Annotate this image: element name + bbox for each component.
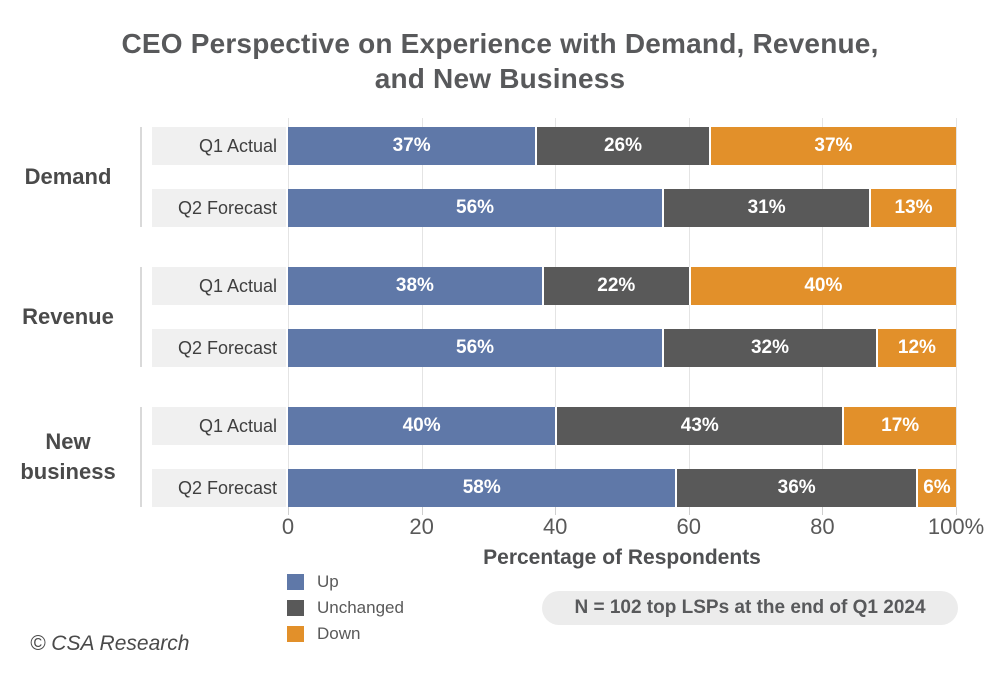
bar-segment-up: 56% — [288, 329, 663, 367]
legend-item: Up — [287, 569, 404, 595]
legend-swatch-up — [287, 574, 304, 590]
stacked-bar: 38% 22% 40% — [288, 267, 956, 305]
bar-segment-down: 13% — [869, 189, 956, 227]
chart-title-line1: CEO Perspective on Experience with Deman… — [121, 28, 879, 59]
bar-segment-unchanged: 32% — [662, 329, 876, 367]
stacked-bar: 56% 31% 13% — [288, 189, 956, 227]
stacked-bar: 56% 32% 12% — [288, 329, 956, 367]
x-gridline — [956, 118, 957, 507]
legend-swatch-unchanged — [287, 600, 304, 616]
x-gridline — [288, 118, 289, 507]
group-label: Demand — [24, 164, 112, 189]
legend-item: Unchanged — [287, 595, 404, 621]
group-label: Revenue — [22, 304, 114, 329]
x-tick-label: 60 — [676, 514, 702, 539]
value-label: 32% — [750, 337, 789, 358]
bar-segment-unchanged: 22% — [541, 267, 689, 305]
value-label: 31% — [747, 197, 786, 218]
x-tick — [555, 507, 557, 515]
group-separator-line — [140, 127, 142, 227]
legend: Up Unchanged Down — [287, 569, 404, 647]
value-label: 36% — [777, 477, 816, 498]
group-label: New business — [20, 429, 116, 484]
value-label: 26% — [603, 135, 642, 156]
x-gridline — [555, 118, 557, 507]
value-label: 37% — [392, 135, 431, 156]
value-label: 56% — [456, 337, 495, 358]
row-label: Q1 Actual — [152, 407, 286, 445]
legend-swatch-down — [287, 626, 304, 642]
stacked-bar: 37% 26% 37% — [288, 127, 956, 165]
bar-segment-down: 37% — [708, 127, 956, 165]
stacked-bar: 58% 36% 6% — [288, 469, 956, 507]
legend-item: Down — [287, 621, 404, 647]
bar-segment-unchanged: 26% — [535, 127, 709, 165]
legend-label: Unchanged — [317, 598, 404, 617]
x-tick — [688, 507, 690, 515]
x-tick — [421, 507, 423, 515]
bar-group: Demand Q1 Actual 37% 26% 37% Q2 Forecast 56% 31… — [0, 127, 1000, 227]
chart-title: CEO Perspective on Experience with Deman… — [0, 26, 1000, 96]
bar-segment-unchanged: 31% — [662, 189, 870, 227]
x-tick-label: 80 — [810, 514, 835, 539]
group-separator-line — [140, 267, 142, 367]
bar-group: New business Q1 Actual 40% 43% 17% Q2 Forecas… — [0, 407, 1000, 507]
legend-label: Up — [317, 572, 339, 591]
bar-segment-up: 58% — [288, 469, 676, 507]
bar-segment-up: 38% — [288, 267, 542, 305]
bar-segment-up: 37% — [288, 127, 536, 165]
value-label: 13% — [894, 197, 933, 218]
x-tick — [288, 507, 289, 515]
value-label: 37% — [814, 135, 853, 156]
x-tick-label: 100% — [927, 514, 985, 539]
value-label: 17% — [881, 415, 920, 436]
value-label: 58% — [462, 477, 501, 498]
note-badge: N = 102 top LSPs at the end of Q1 2024 — [542, 591, 958, 625]
value-label: 6% — [923, 477, 951, 498]
value-label: 12% — [897, 337, 936, 358]
bar-segment-unchanged: 43% — [555, 407, 843, 445]
bar-segment-down: 6% — [915, 469, 956, 507]
value-label: 38% — [395, 275, 434, 296]
x-tick-label: 20 — [409, 514, 434, 539]
x-gridline — [421, 118, 423, 507]
x-gridline — [688, 118, 690, 507]
x-tick — [822, 507, 824, 515]
row-label: Q1 Actual — [152, 267, 286, 305]
x-tick-label: 40 — [542, 514, 568, 539]
bar-segment-down: 12% — [875, 329, 956, 367]
chart-title-line2: and New Business — [374, 63, 626, 94]
value-label: 43% — [680, 415, 719, 436]
value-label: 22% — [597, 275, 636, 296]
stacked-bar: 40% 43% 17% — [288, 407, 956, 445]
bar-group: Revenue Q1 Actual 38% 22% 40% Q2 Forecast 56% 3… — [0, 267, 1000, 367]
bar-segment-up: 40% — [288, 407, 556, 445]
row-label: Q2 Forecast — [152, 329, 286, 367]
x-tick-label: 0 — [281, 514, 295, 539]
value-label: 40% — [804, 275, 843, 296]
bar-segment-down: 17% — [842, 407, 956, 445]
bar-segment-down: 40% — [688, 267, 956, 305]
row-label: Q2 Forecast — [152, 189, 286, 227]
x-gridline — [822, 118, 824, 507]
value-label: 40% — [402, 415, 441, 436]
group-separator-line — [140, 407, 142, 507]
x-tick — [956, 507, 957, 515]
value-label: 56% — [456, 197, 495, 218]
bar-segment-up: 56% — [288, 189, 663, 227]
row-label: Q2 Forecast — [152, 469, 286, 507]
bar-segment-unchanged: 36% — [675, 469, 916, 507]
row-label: Q1 Actual — [152, 127, 286, 165]
copyright-text: © CSA Research — [30, 632, 190, 655]
x-axis-title: Percentage of Respondents — [483, 546, 761, 569]
legend-label: Down — [317, 624, 361, 643]
